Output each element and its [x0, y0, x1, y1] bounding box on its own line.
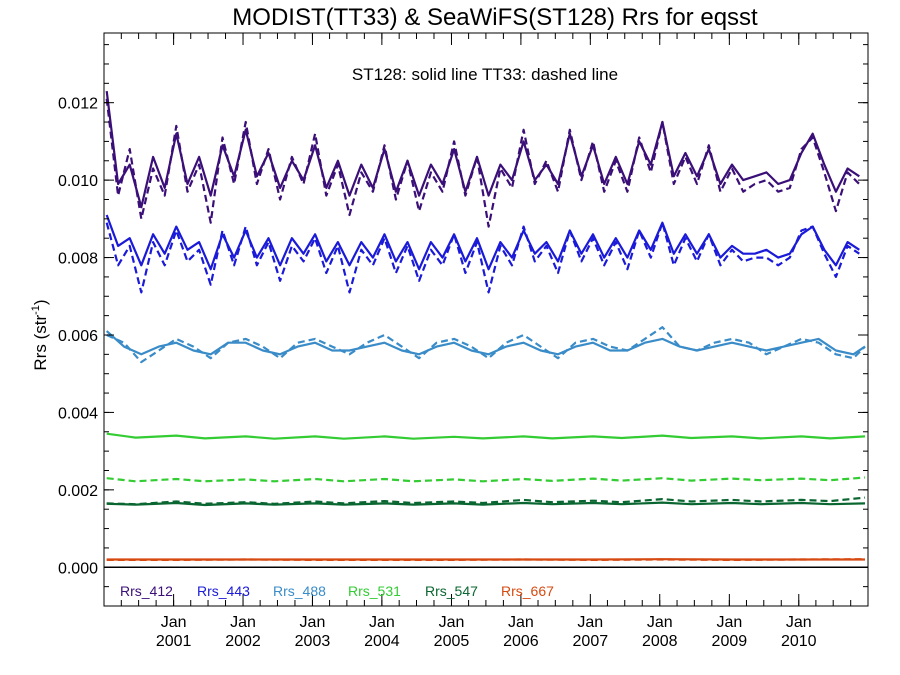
y-tick-label: 0.008	[58, 251, 98, 268]
x-tick-label-year: 2010	[781, 633, 817, 650]
series-rrs-547-solid	[106, 501, 866, 507]
x-tick-label-year: 2009	[712, 633, 748, 650]
series-rrs-412-solid	[105, 90, 860, 209]
legend-rrs-488: Rrs_488	[273, 583, 326, 599]
x-tick-label-month: Jan	[577, 614, 603, 631]
legend-rrs-412: Rrs_412	[120, 583, 173, 599]
series-rrs-531-solid	[106, 432, 866, 440]
series-rrs-488-solid	[105, 330, 866, 356]
svg-text:Rrs (str-1): Rrs (str-1)	[30, 299, 50, 370]
x-tick-label-month: Jan	[230, 614, 256, 631]
x-tick-label-month: Jan	[369, 614, 395, 631]
x-tick-label-year: 2003	[295, 633, 331, 650]
x-tick-label-year: 2002	[225, 633, 261, 650]
legend-rrs-443: Rrs_443	[197, 583, 250, 599]
legend: Rrs_412 Rrs_443 Rrs_488 Rrs_531 Rrs_547 Rrs_6…	[120, 583, 554, 599]
line-style-annotation: ST128: solid line TT33: dashed line	[352, 65, 618, 84]
series-rrs-667-dashed	[106, 558, 866, 562]
y-tick-label: 0.010	[58, 173, 98, 190]
x-tick-label-month: Jan	[439, 614, 465, 631]
y-axis-label-close: )	[31, 299, 50, 305]
x-tick-label-month: Jan	[786, 614, 812, 631]
x-tick-label-year: 2006	[503, 633, 539, 650]
series-rrs-443-dashed	[105, 221, 860, 294]
x-tick-label-month: Jan	[647, 614, 673, 631]
y-axis-label-text: Rrs (str	[31, 315, 50, 371]
legend-rrs-531: Rrs_531	[348, 583, 401, 599]
series-rrs-488-dashed	[106, 326, 866, 364]
series-rrs-547-dashed	[106, 496, 866, 506]
x-tick-label-year: 2008	[642, 633, 678, 650]
series-rrs-531-dashed	[106, 476, 866, 483]
series-rrs-443-solid	[105, 214, 860, 271]
x-tick-label-year: 2004	[364, 633, 400, 650]
x-tick-label-month: Jan	[508, 614, 534, 631]
plot-frame	[103, 32, 869, 607]
y-axis-label: Rrs (str-1)	[30, 299, 50, 370]
x-tick-label-year: 2001	[156, 633, 192, 650]
y-tick-label: 0.000	[58, 560, 98, 577]
x-tick-label-month: Jan	[716, 614, 742, 631]
series-rrs-412-dashed	[105, 98, 861, 228]
x-tick-label-year: 2007	[573, 633, 609, 650]
legend-rrs-667: Rrs_667	[501, 583, 554, 599]
y-axis-label-superscript: -1	[30, 305, 42, 315]
x-tick-label-month: Jan	[300, 614, 326, 631]
legend-rrs-547: Rrs_547	[425, 583, 478, 599]
chart-title: MODIST(TT33) & SeaWiFS(ST128) Rrs for eq…	[232, 4, 758, 31]
x-tick-label-month: Jan	[161, 614, 187, 631]
x-tick-label-year: 2005	[434, 633, 470, 650]
y-tick-label: 0.006	[58, 328, 98, 345]
axes: 0.000 0.002 0.004 0.006 0.008 0.010 0.012 Jan 20…	[58, 32, 869, 650]
y-tick-label: 0.004	[58, 405, 98, 422]
y-tick-label: 0.002	[58, 483, 98, 500]
y-tick-label: 0.012	[58, 96, 98, 113]
plot-area	[104, 90, 868, 569]
